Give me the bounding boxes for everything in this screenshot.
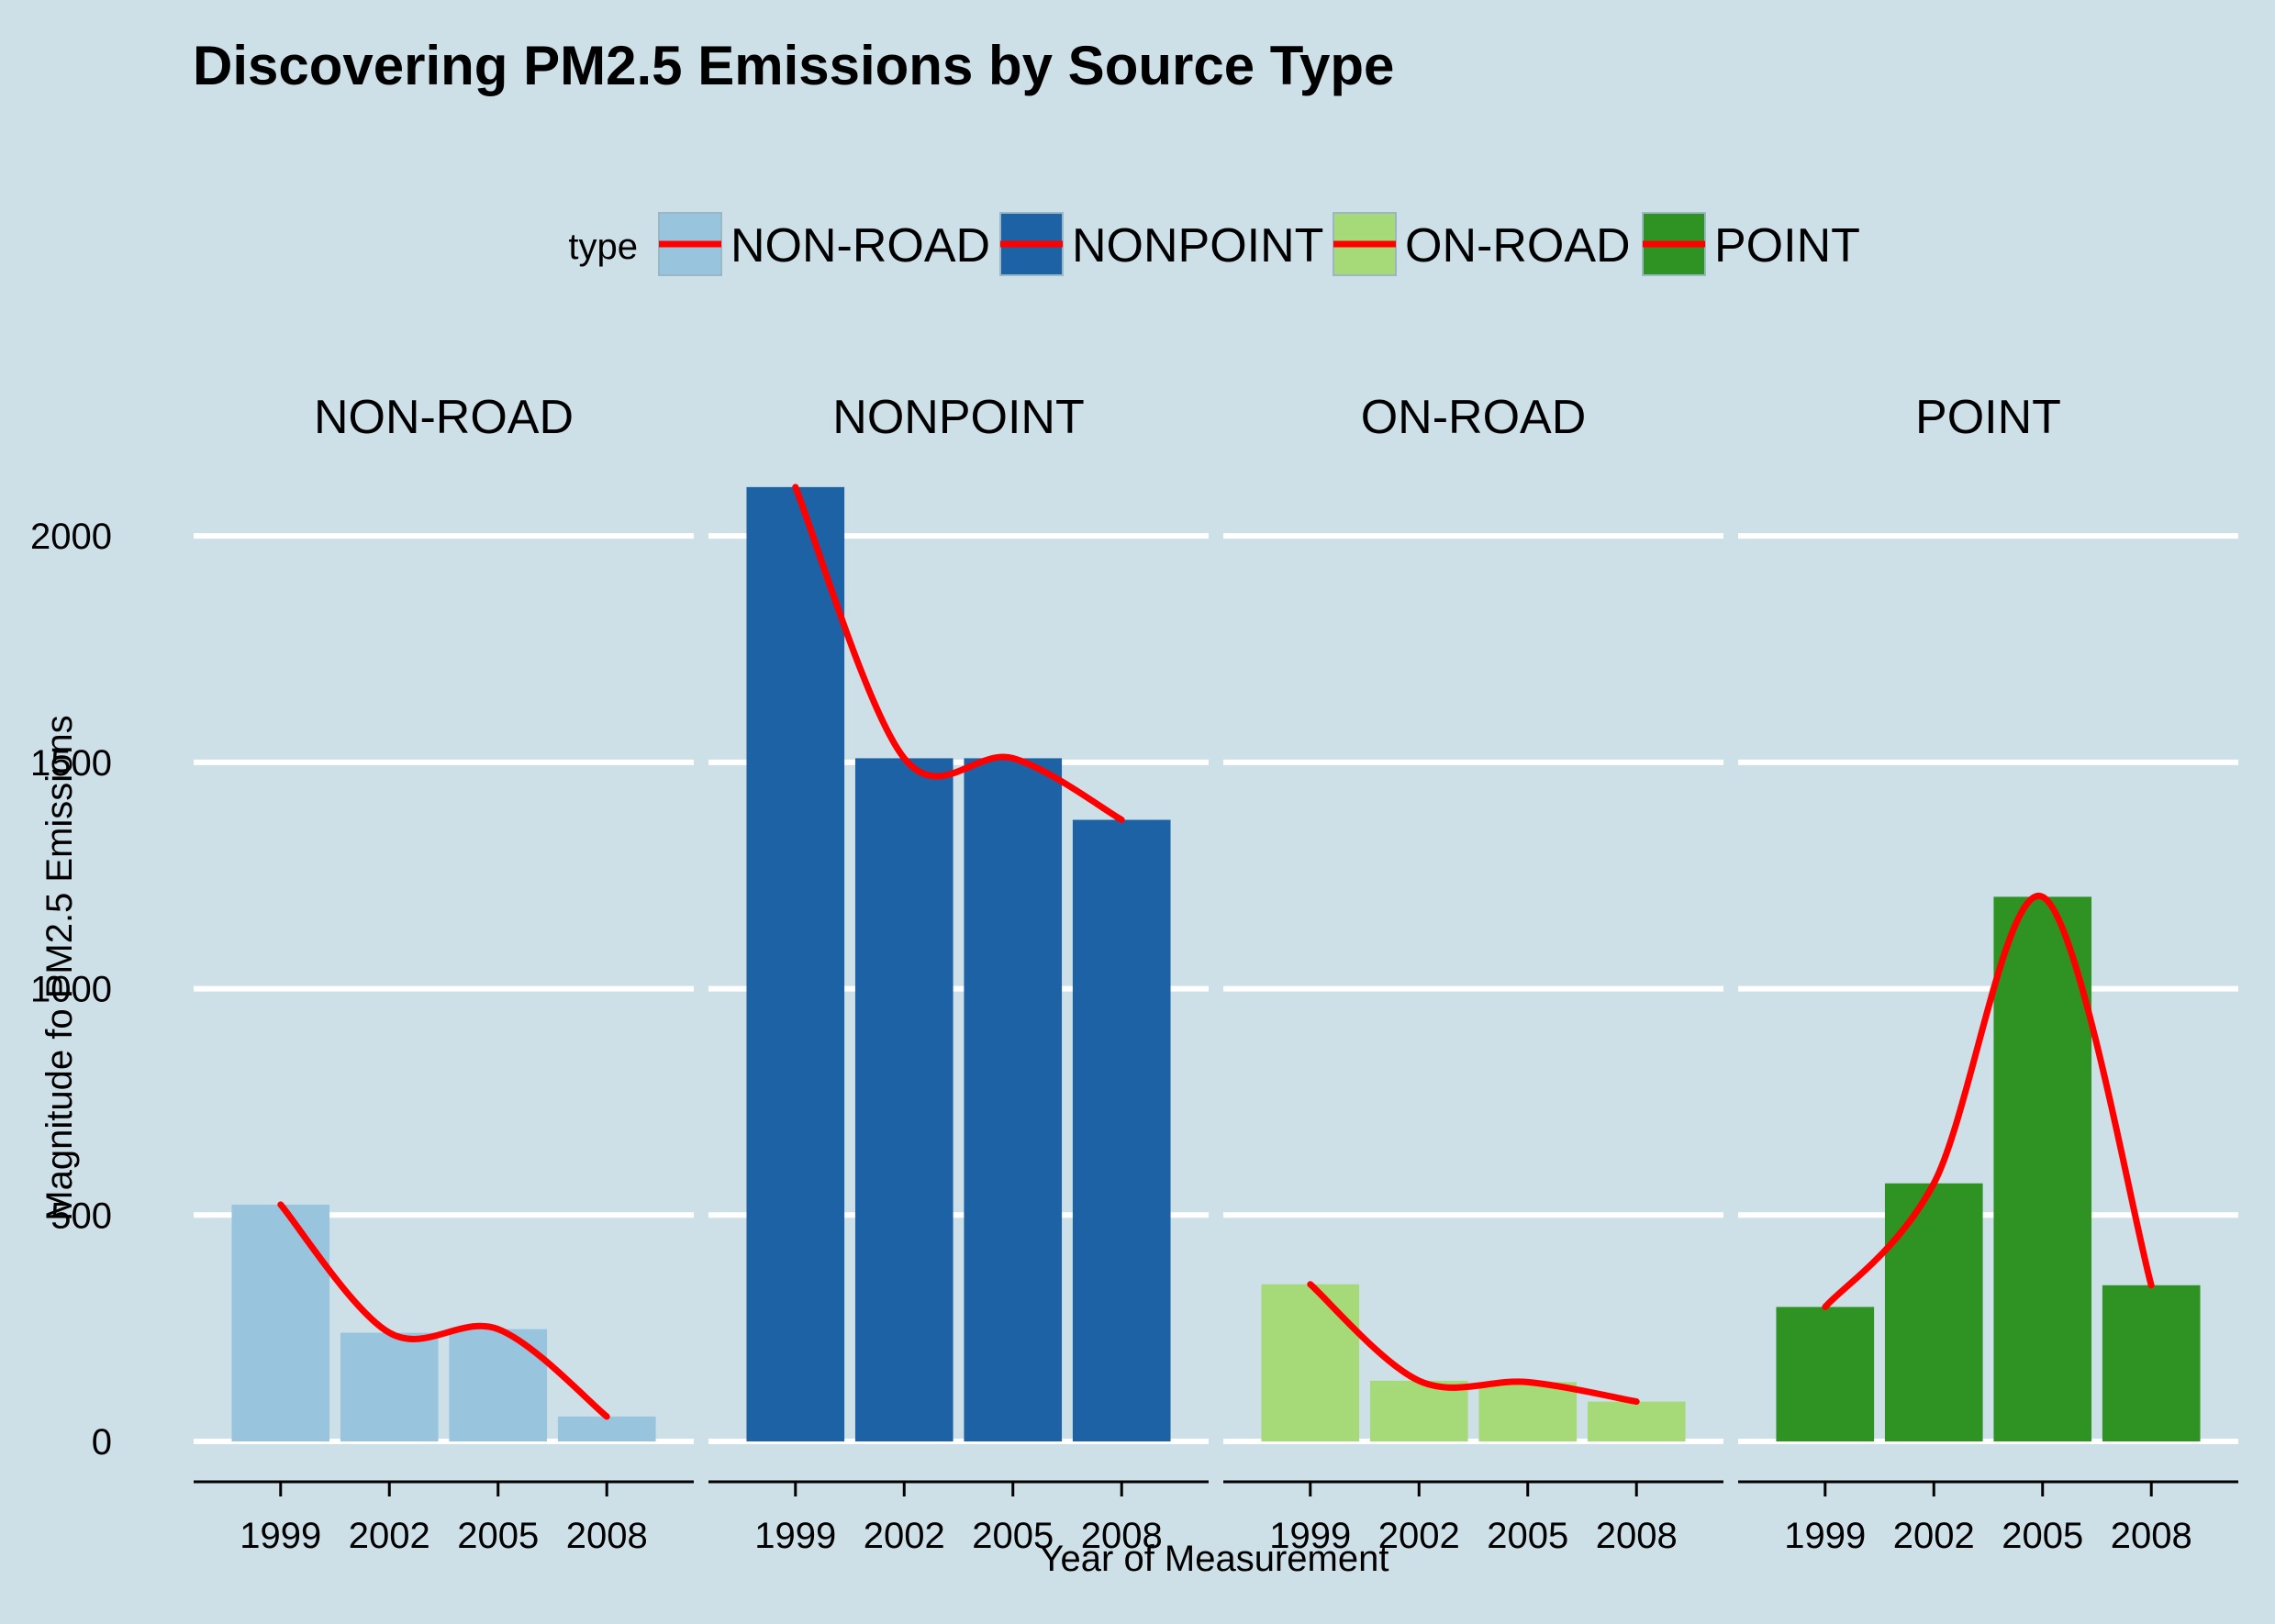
bar — [1587, 1401, 1686, 1441]
bar — [557, 1416, 656, 1441]
legend-title: type — [568, 227, 638, 267]
legend-label: NON-ROAD — [730, 219, 990, 273]
facet-panel: NONPOINT 1999 2002 2005 2008 — [708, 391, 1209, 1556]
bar — [1072, 819, 1171, 1441]
x-tick-label: 2005 — [2002, 1516, 2083, 1556]
x-axis-title: Year of Measurement — [1040, 1539, 1389, 1579]
x-tick-label: 1999 — [754, 1516, 836, 1556]
legend: type NON-ROAD NONPOINT ON-ROAD POINT — [568, 212, 1860, 276]
bar — [1369, 1380, 1468, 1441]
y-tick-label: 1500 — [30, 743, 112, 784]
facet-panel: ON-ROAD 1999 2002 2005 2008 — [1223, 391, 1723, 1556]
facet-panels: NON-ROAD 1999 2002 2005 2008 NONPOINT 1999 2002… — [194, 391, 2238, 1556]
facet-panel: POINT 1999 2002 2005 2008 — [1738, 391, 2238, 1556]
legend-item: NONPOINT — [999, 212, 1323, 276]
x-tick-label: 2005 — [1487, 1516, 1568, 1556]
bar — [231, 1204, 330, 1441]
y-axis: 0 500 1000 1500 2000 — [30, 517, 112, 1463]
x-tick-label: 2008 — [2111, 1516, 2192, 1556]
bar — [854, 758, 953, 1441]
bar — [1776, 1307, 1875, 1441]
bar — [1993, 896, 2092, 1441]
x-tick-label: 1999 — [1269, 1516, 1351, 1556]
x-tick-label: 2008 — [1596, 1516, 1678, 1556]
y-tick-label: 1000 — [30, 970, 112, 1010]
legend-label: POINT — [1714, 219, 1860, 273]
x-tick-label: 2002 — [1893, 1516, 1975, 1556]
strip-label: NON-ROAD — [314, 391, 574, 444]
bar — [449, 1329, 548, 1441]
strip-label: NONPOINT — [832, 391, 1084, 444]
bar — [964, 758, 1063, 1441]
legend-label: ON-ROAD — [1405, 219, 1631, 273]
smooth-line — [792, 484, 1125, 823]
legend-label: NONPOINT — [1072, 219, 1323, 273]
x-tick-label: 2005 — [972, 1516, 1054, 1556]
legend-item: ON-ROAD — [1333, 212, 1631, 276]
smooth-line — [1307, 1281, 1640, 1406]
legend-item: POINT — [1642, 212, 1860, 276]
x-tick-label: 2008 — [566, 1516, 648, 1556]
x-tick-label: 2005 — [457, 1516, 539, 1556]
bar — [746, 486, 845, 1441]
x-tick-label: 1999 — [240, 1516, 321, 1556]
y-axis-title: Magnitude fo PM2.5 Emissions — [39, 715, 80, 1220]
bar — [340, 1332, 439, 1441]
facet-panel: NON-ROAD 1999 2002 2005 2008 — [194, 391, 694, 1556]
x-tick-label: 2002 — [349, 1516, 430, 1556]
bar — [1478, 1382, 1578, 1441]
x-tick-label: 1999 — [1784, 1516, 1866, 1556]
strip-label: ON-ROAD — [1361, 391, 1587, 444]
strip-label: POINT — [1915, 391, 2061, 444]
y-tick-label: 500 — [50, 1196, 112, 1236]
x-tick-label: 2008 — [1081, 1516, 1163, 1556]
smooth-line — [1822, 893, 2155, 1310]
bar — [1884, 1183, 1983, 1441]
x-tick-label: 2002 — [864, 1516, 945, 1556]
chart-title: Discovering PM2.5 Emissions by Source Ty… — [193, 35, 1394, 96]
bar — [1261, 1284, 1360, 1441]
y-tick-label: 2000 — [30, 517, 112, 557]
smooth-line — [277, 1201, 610, 1420]
y-tick-label: 0 — [92, 1422, 112, 1463]
x-tick-label: 2002 — [1378, 1516, 1460, 1556]
bar — [2102, 1285, 2201, 1441]
legend-item: NON-ROAD — [658, 212, 990, 276]
